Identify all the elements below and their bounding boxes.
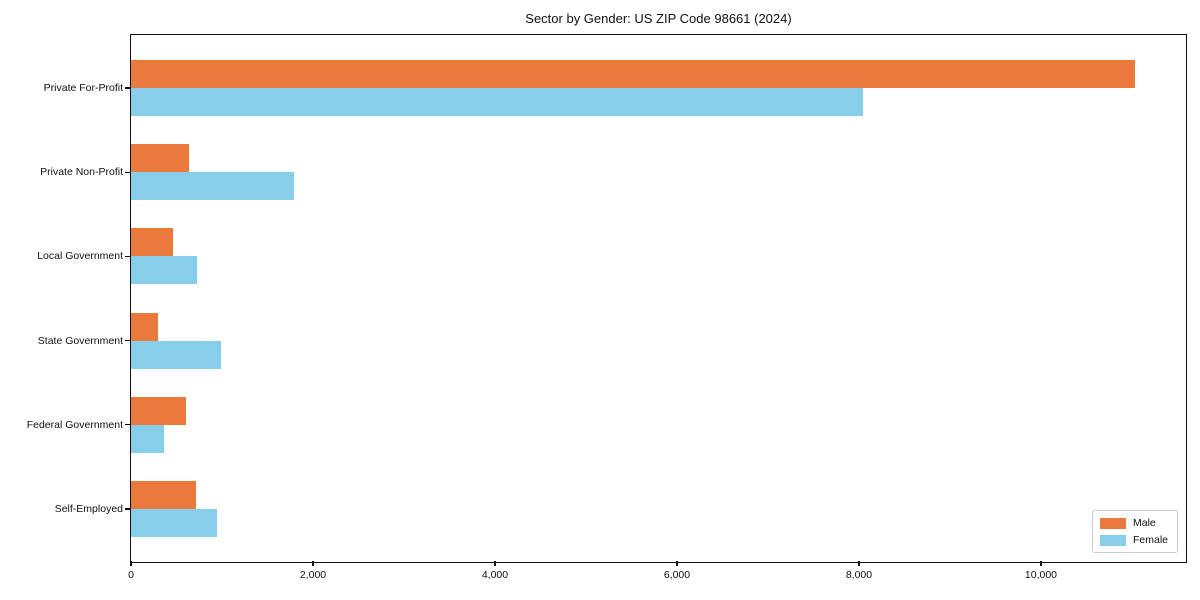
bar-male [131, 312, 159, 341]
bar-male [131, 144, 190, 173]
x-tick-label: 2,000 [299, 569, 327, 581]
legend-label-male: Male [1132, 517, 1156, 529]
x-tick-mark [312, 561, 314, 566]
plot-area: Male Female Private For-Profit Private No… [27, 34, 1187, 581]
y-tick-label: Private For-Profit [43, 82, 123, 94]
x-tick-label: 6,000 [663, 569, 691, 581]
legend-swatch-male [1099, 517, 1126, 529]
bar-female [131, 172, 294, 201]
legend: Male Female [1091, 510, 1178, 553]
legend-item-male: Male [1099, 517, 1168, 529]
y-tick-label: Self-Employed [54, 503, 123, 515]
y-tick-mark [125, 340, 130, 342]
x-tick-label: 8,000 [845, 569, 873, 581]
bar-male [131, 60, 1135, 88]
chart-title: Sector by Gender: US ZIP Code 98661 (202… [525, 11, 792, 26]
y-tick-label: Federal Government [26, 418, 123, 431]
y-tick-mark [125, 424, 130, 426]
y-tick-mark [125, 87, 130, 89]
y-tick-label: Private Non-Profit [40, 166, 123, 179]
bar-female [131, 256, 197, 285]
bar-female [131, 88, 863, 116]
y-tick-label: State Government [37, 334, 123, 347]
legend-item-female: Female [1099, 534, 1168, 546]
bar-female [131, 424, 164, 453]
x-tick-label: 10,000 [1024, 569, 1058, 581]
x-tick-mark [130, 561, 132, 566]
x-tick-mark [858, 561, 860, 566]
legend-label-female: Female [1132, 534, 1168, 546]
legend-swatch-female [1099, 534, 1126, 546]
y-tick-mark [125, 171, 130, 173]
bar-male [131, 481, 196, 509]
bar-female [131, 509, 217, 537]
x-tick-label: 4,000 [481, 569, 509, 581]
bar-female [131, 340, 222, 369]
y-tick-mark [125, 255, 130, 257]
y-tick-mark [125, 508, 130, 510]
bar-male [131, 228, 173, 257]
bar-male [131, 396, 186, 425]
x-tick-mark [494, 561, 496, 566]
y-tick-label: Local Government [37, 250, 123, 263]
x-tick-mark [1040, 561, 1042, 566]
x-tick-label: 0 [128, 569, 134, 581]
x-tick-mark [676, 561, 678, 566]
